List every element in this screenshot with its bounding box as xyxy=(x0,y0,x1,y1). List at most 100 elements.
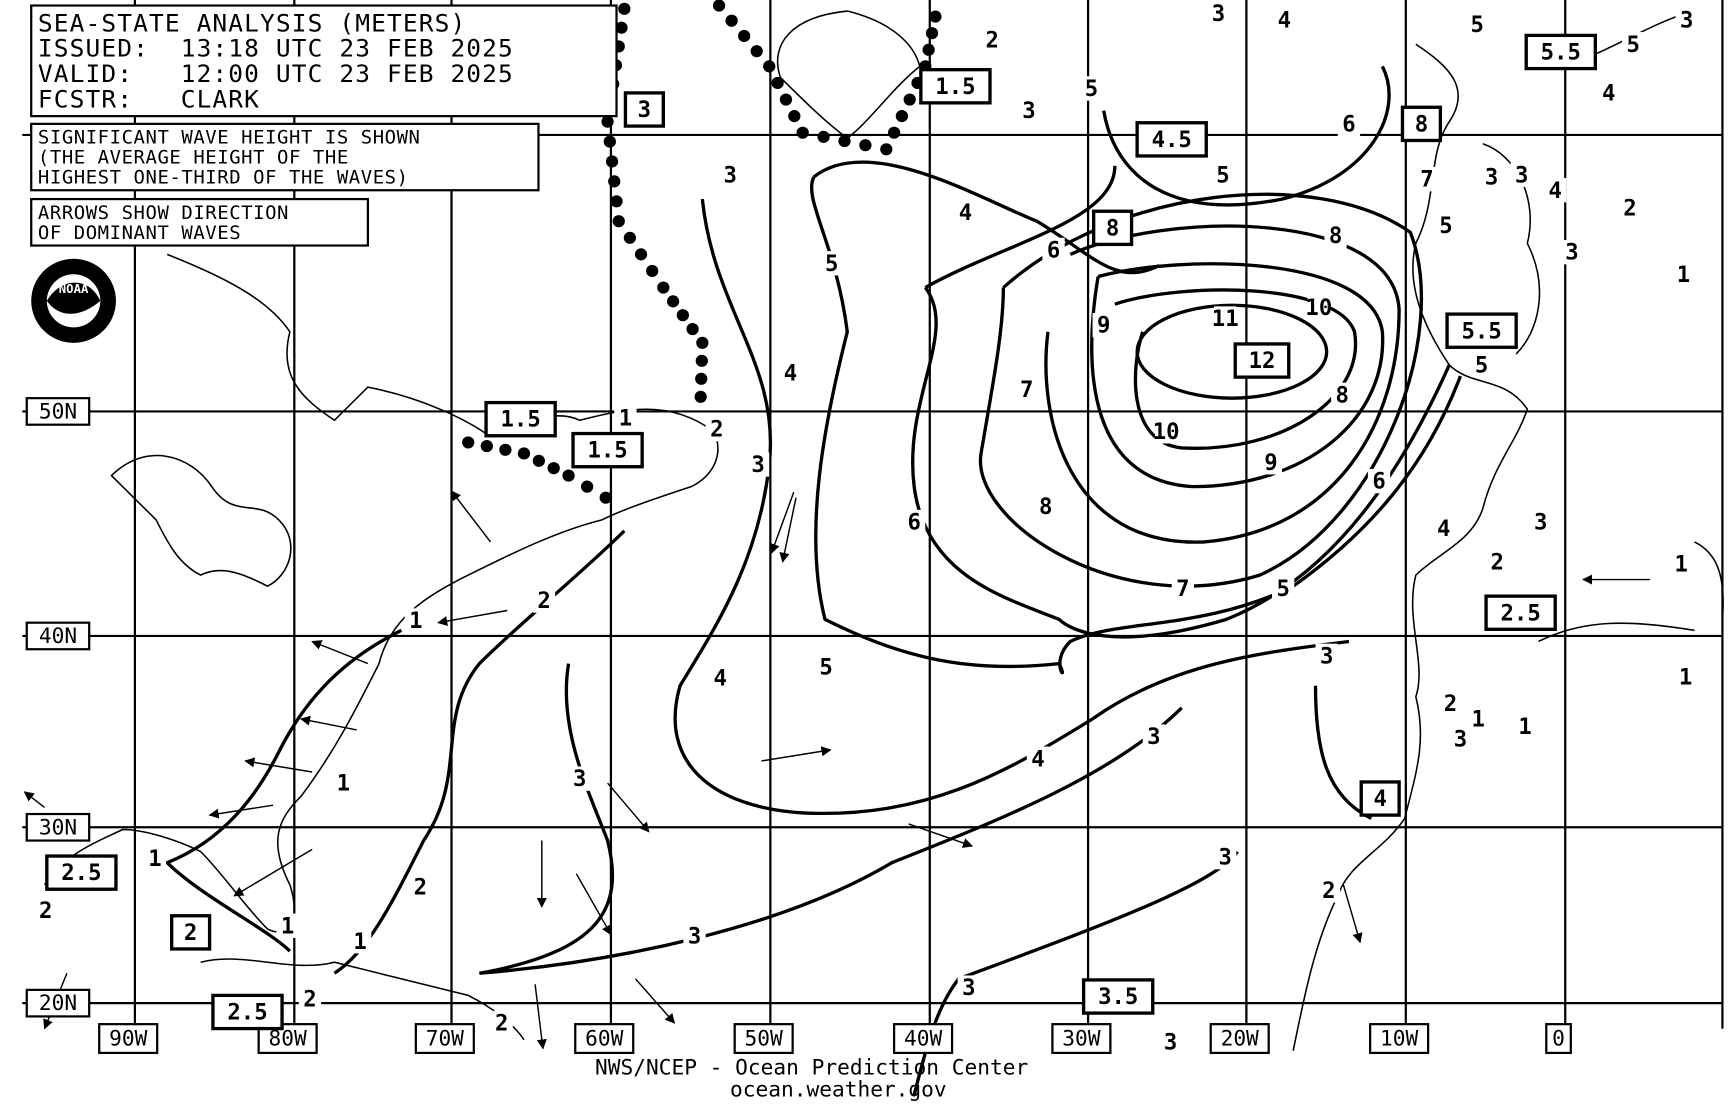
contour-label: 1 xyxy=(409,608,422,634)
contour-label: 7 xyxy=(1020,377,1033,403)
boxed-label-box xyxy=(623,91,666,128)
ice-dot xyxy=(763,60,776,73)
boxed-label: 2.5 xyxy=(61,860,101,886)
footer-line: NWS/NCEP - Ocean Prediction Center xyxy=(595,1054,1028,1079)
boxed-label: 1.5 xyxy=(587,438,627,464)
footer-line: ocean.weather.gov xyxy=(730,1077,947,1102)
contour-label: 6 xyxy=(1372,469,1385,495)
contour-label: 1 xyxy=(148,846,161,872)
contour-label: 3 xyxy=(1565,240,1578,266)
latitude-label-box xyxy=(25,621,91,651)
contour-label-bg xyxy=(143,846,167,871)
contour-label-bg xyxy=(1317,878,1341,903)
boxed-label-box xyxy=(211,993,284,1031)
ice-dot xyxy=(547,462,560,475)
boxed-label: 12 xyxy=(1249,348,1276,374)
contour-label-bg xyxy=(1015,377,1038,402)
contour-label-bg xyxy=(1672,262,1695,287)
map-labels: 90W 80W 70W 60W 50W 40W 30W 20W 10W 050N40N30N20N… xyxy=(25,1,1698,1055)
contour-label-bg xyxy=(981,27,1004,52)
contour-label-bg xyxy=(1207,1,1230,26)
contour-label-bg xyxy=(719,162,742,187)
contour-label: 4 xyxy=(1031,746,1044,772)
contour-label: 3 xyxy=(1534,510,1547,536)
contour-label-bg xyxy=(1154,419,1178,444)
longitude-label: 60W xyxy=(585,1026,624,1051)
longitude-label-box xyxy=(1209,1023,1270,1055)
ice-dot xyxy=(725,14,738,27)
contour-label: 3 xyxy=(1320,644,1333,670)
ice-dot xyxy=(608,175,621,188)
contour-label: 3 xyxy=(1022,98,1035,124)
contour-label: 1 xyxy=(281,913,294,939)
contour-label: 8 xyxy=(1336,383,1349,409)
contour-label-bg xyxy=(409,874,432,900)
longitude-label: 70W xyxy=(426,1026,465,1051)
contour-label-bg xyxy=(490,1010,513,1036)
boxed-label: 3.5 xyxy=(1098,984,1138,1010)
contour-label: 3 xyxy=(724,162,737,188)
contour-label: 2 xyxy=(39,898,52,924)
contour-label-bg xyxy=(1017,98,1041,123)
contour-label: 3 xyxy=(1219,845,1232,871)
ice-dot xyxy=(686,322,699,336)
contour-label-bg xyxy=(957,975,980,1000)
contour-label: 4 xyxy=(1548,178,1561,204)
ice-dot xyxy=(838,134,851,148)
header-line: SEA-STATE ANALYSIS (METERS) xyxy=(38,8,466,37)
ice-dot xyxy=(738,29,751,43)
contour-label: 3 xyxy=(1147,724,1160,750)
ice-dot xyxy=(657,281,670,294)
ice-dot xyxy=(788,110,801,123)
contour-label-bg xyxy=(814,654,838,680)
contour-label: 5 xyxy=(819,655,832,681)
longitude-label-box xyxy=(892,1023,954,1055)
contour-label: 8 xyxy=(1329,223,1342,249)
contour-label-bg xyxy=(568,766,591,791)
ice-dot xyxy=(880,143,893,156)
contour-label-bg xyxy=(1432,516,1455,541)
ice-dot xyxy=(859,139,872,152)
noaa-logo: NOAA xyxy=(31,258,116,343)
contour-label: 3 xyxy=(688,923,701,949)
contour-label-bg xyxy=(709,665,732,691)
boxed-label-box xyxy=(571,431,644,469)
boxed-label: 2.5 xyxy=(227,1000,267,1026)
contour-label-bg xyxy=(1337,111,1361,137)
contour-label: 1 xyxy=(1472,707,1485,733)
latitude-label: 20N xyxy=(39,990,77,1015)
ice-dot xyxy=(676,309,689,322)
ice-dot xyxy=(562,469,575,482)
ice-dot xyxy=(696,336,709,349)
contour-label: 5 xyxy=(1627,32,1640,58)
contour-label-bg xyxy=(1486,549,1509,575)
contour-label-bg xyxy=(1560,240,1584,265)
wave-arrows xyxy=(23,490,1650,1050)
contour-label-bg xyxy=(1480,164,1503,190)
contour-label: 2 xyxy=(1444,691,1457,717)
contour-label: 3 xyxy=(573,766,586,792)
contour-label-bg xyxy=(1159,1029,1182,1055)
ice-dot xyxy=(532,454,545,467)
contour-label-bg xyxy=(1042,237,1065,263)
note-line: SIGNIFICANT WAVE HEIGHT IS SHOWN xyxy=(38,127,421,149)
boxed-label: 4 xyxy=(1373,786,1386,812)
contour-label-bg xyxy=(746,452,770,477)
contour-label-bg xyxy=(954,200,977,225)
boxed-label-box xyxy=(919,68,992,105)
ice-dot xyxy=(712,0,726,12)
longitude-label: 20W xyxy=(1221,1026,1260,1051)
contour-label: 1 xyxy=(353,929,366,955)
contour-label: 3 xyxy=(1680,8,1693,34)
contour-label: 4 xyxy=(959,200,972,226)
boxed-label-box xyxy=(1233,342,1291,379)
latitude-label-box xyxy=(25,988,91,1018)
contour-label: 3 xyxy=(1485,165,1498,191)
latitude-label-box xyxy=(25,812,91,842)
ice-dot xyxy=(517,447,531,460)
contour-label: 2 xyxy=(1322,878,1335,904)
ice-dot xyxy=(499,443,512,456)
boxed-label-box xyxy=(1400,105,1443,143)
ice-dot xyxy=(646,264,659,278)
